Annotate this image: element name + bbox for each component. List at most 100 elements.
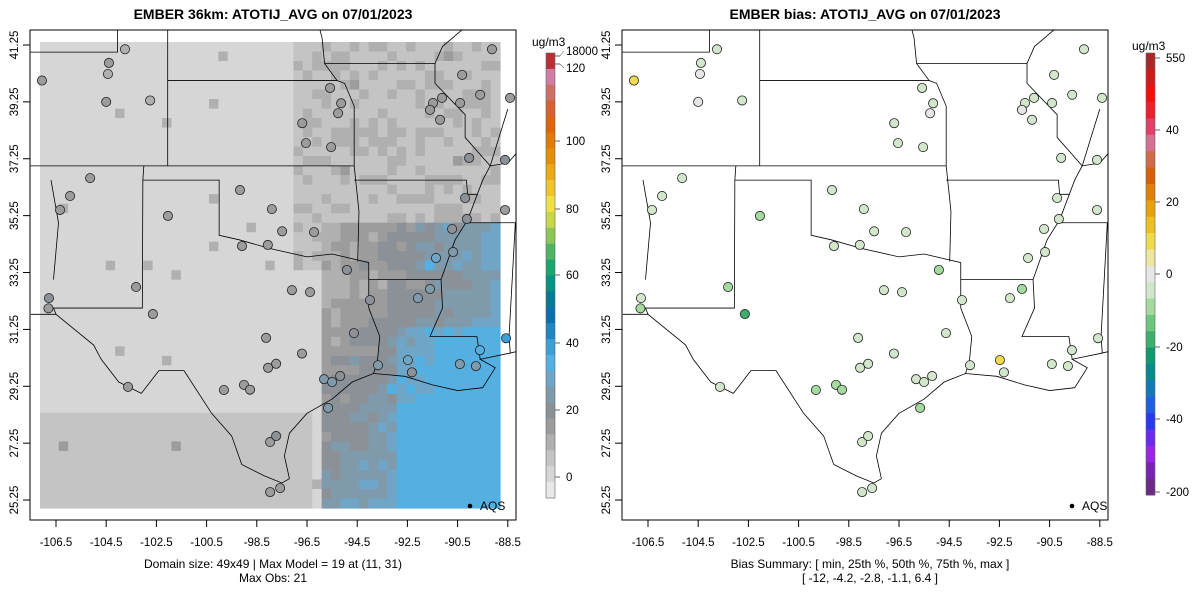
grid-cell [199,137,210,148]
grid-cell [40,222,50,233]
grid-cell [340,422,351,433]
grid-cell [387,127,398,138]
grid-cell [208,431,219,443]
grid-cell [105,42,116,53]
grid-cell [471,70,482,81]
grid-cell [68,365,79,376]
grid-cell [434,146,445,157]
grid-cell [162,298,173,309]
grid-cell [86,184,97,195]
grid-cell [218,412,229,424]
grid-cell [340,374,351,385]
grid-cell [124,127,135,138]
grid-cell [312,460,323,471]
grid-cell [443,241,454,252]
grid-cell [190,289,201,300]
grid-cell [312,61,323,72]
grid-cell [302,251,313,262]
grid-cell [396,469,407,481]
grid-cell [424,403,435,414]
grid-cell [302,422,313,433]
grid-cell [96,42,107,53]
colorbar-swatch [546,323,555,340]
grid-cell [368,374,379,385]
grid-cell [321,422,332,433]
grid-cell [143,365,154,376]
grid-cell [96,99,107,110]
grid-cell [208,222,219,233]
grid-cell [406,441,417,452]
grid-cell [86,317,97,328]
colorbar-swatch [546,164,555,181]
grid-cell [49,99,60,110]
grid-cell [190,203,201,214]
grid-cell [302,99,313,110]
grid-cell [152,488,163,500]
grid-cell [340,327,351,338]
colorbar-swatch [546,148,555,165]
grid-cell [349,184,360,195]
grid-cell [180,317,191,328]
grid-cell [190,450,201,462]
grid-cell [246,99,257,110]
grid-cell [49,203,60,214]
grid-cell [133,61,144,72]
grid-cell [443,450,454,462]
grid-cell [180,127,191,138]
grid-cell [453,51,464,62]
grid-cell [86,450,97,462]
grid-cell [293,175,304,186]
grid-cell [218,327,229,338]
grid-cell [349,460,360,471]
grid-cell [331,327,342,338]
grid-cell [190,441,201,452]
grid-cell [227,393,238,404]
grid-cell [471,298,482,309]
grid-cell [255,289,266,300]
grid-cell [321,270,332,281]
grid-cell [227,327,238,338]
grid-cell [246,80,257,91]
grid-cell [406,308,417,319]
grid-cell [415,42,426,53]
grid-cell [443,184,454,195]
grid-cell [406,222,417,233]
grid-cell [208,365,219,376]
grid-cell [284,327,295,338]
y-tick-label: 25.25 [9,486,21,515]
grid-cell [387,260,398,271]
grid-cell [58,422,69,433]
grid-cell [443,251,454,262]
grid-cell [190,422,201,433]
grid-cell [321,51,332,62]
station-bias-marker [994,355,1005,366]
grid-cell [284,194,295,205]
grid-cell [377,222,388,233]
grid-cell [481,270,492,281]
grid-cell [96,289,107,300]
grid-cell [133,51,144,62]
x-tick-label: -106.5 [632,537,665,549]
grid-cell [396,251,407,262]
grid-cell [415,469,426,481]
grid-cell [274,441,285,452]
grid-cell [180,412,191,424]
grid-cell [396,232,407,243]
grid-cell [424,374,435,385]
grid-cell [190,61,201,72]
grid-cell [424,203,435,214]
grid-cell [274,279,285,290]
grid-cell [246,175,257,186]
grid-cell [58,118,69,129]
station-obs-marker [277,226,288,237]
grid-cell [443,137,454,148]
grid-cell [312,251,323,262]
grid-cell [227,70,238,81]
grid-cell [58,51,69,62]
grid-cell [171,393,182,404]
grid-cell [434,127,445,138]
grid-cell [471,450,482,462]
grid-cell [77,460,88,471]
grid-cell [434,431,445,443]
grid-cell [293,241,304,252]
